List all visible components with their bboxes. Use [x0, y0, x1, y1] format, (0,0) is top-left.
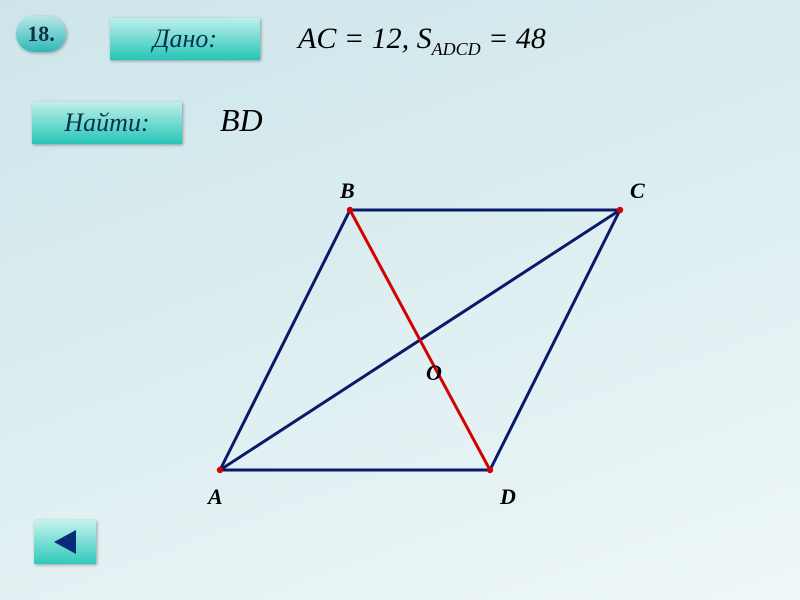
find-label-pill: Найти: — [32, 102, 182, 144]
edge-A-B — [220, 210, 350, 470]
edge-C-D — [490, 210, 620, 470]
find-formula: BD — [220, 102, 263, 139]
formula-sub: ADCD — [432, 39, 481, 59]
given-label-text: Дано: — [153, 24, 217, 54]
find-formula-text: BD — [220, 102, 263, 138]
edge-B-D — [350, 210, 490, 470]
vertex-label-C: C — [630, 178, 645, 204]
find-label-text: Найти: — [64, 108, 149, 138]
slide-root: 18. Дано: Найти: AC = 12, SADCD = 48 BD … — [0, 0, 800, 600]
vertex-marker-C — [617, 207, 623, 213]
given-formula: AC = 12, SADCD = 48 — [298, 22, 546, 60]
arrow-left-icon — [54, 530, 76, 554]
vertex-label-B: B — [340, 178, 355, 204]
vertex-label-A: A — [208, 484, 223, 510]
formula-ac: AC — [298, 22, 336, 55]
vertex-label-O: O — [426, 360, 442, 386]
vertex-marker-B — [347, 207, 353, 213]
geometry-diagram: A B C D O — [180, 180, 650, 510]
vertex-marker-A — [217, 467, 223, 473]
formula-s: S — [417, 22, 432, 55]
formula-eq1: = 12, — [336, 22, 416, 55]
vertex-marker-D — [487, 467, 493, 473]
prev-slide-button[interactable] — [34, 520, 96, 564]
vertex-label-D: D — [500, 484, 516, 510]
diagram-svg — [180, 180, 650, 510]
formula-eq2: = 48 — [481, 22, 546, 55]
problem-number-text: 18. — [27, 21, 55, 47]
problem-number-badge: 18. — [16, 16, 66, 52]
given-label-pill: Дано: — [110, 18, 260, 60]
